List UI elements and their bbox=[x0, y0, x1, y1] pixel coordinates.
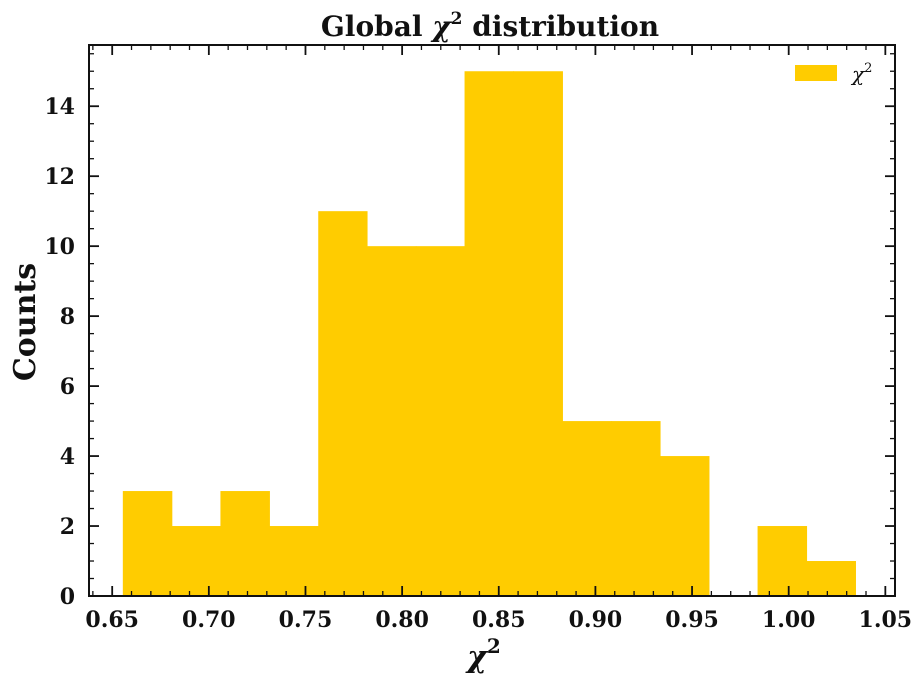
histogram-bar bbox=[220, 491, 270, 596]
x-tick-label: 0.80 bbox=[375, 607, 429, 633]
x-axis-title-symbol: χ bbox=[465, 640, 489, 675]
y-tick-label: 0 bbox=[60, 584, 75, 610]
histogram-bar bbox=[513, 71, 563, 597]
y-tick-label: 8 bbox=[60, 304, 75, 330]
legend-label-superscript: 2 bbox=[864, 61, 872, 76]
x-tick-label: 0.90 bbox=[569, 607, 623, 633]
histogram-bar bbox=[757, 526, 808, 596]
histogram-bar bbox=[171, 526, 222, 596]
y-tick-label: 10 bbox=[44, 234, 75, 260]
bars-group bbox=[122, 71, 856, 597]
histogram-bar bbox=[464, 71, 515, 597]
legend-label: χ2 bbox=[850, 61, 872, 86]
histogram-bar bbox=[659, 456, 710, 596]
legend: χ2 bbox=[795, 61, 872, 86]
chart-title-superscript: 2 bbox=[451, 9, 463, 29]
y-axis-title: Counts bbox=[8, 263, 43, 381]
y-tick-label: 14 bbox=[44, 94, 75, 120]
legend-label-symbol: χ bbox=[850, 62, 866, 86]
histogram-bar bbox=[611, 421, 661, 596]
x-axis-title: χ2 bbox=[465, 634, 501, 675]
histogram-bar bbox=[318, 211, 368, 597]
chart-title-math: χ bbox=[430, 10, 452, 43]
x-tick-label: 0.85 bbox=[472, 607, 526, 633]
histogram-bar bbox=[806, 561, 856, 596]
chart-title: Global χ2 distribution bbox=[321, 9, 659, 43]
legend-swatch bbox=[795, 65, 837, 81]
plot-frame bbox=[88, 44, 896, 597]
y-tick-labels: 0 2 4 6 8 10 12 14 bbox=[44, 94, 75, 610]
chart-title-text: Global bbox=[321, 10, 432, 43]
histogram-bar bbox=[122, 491, 173, 596]
x-tick-labels: 0.65 0.70 0.75 0.80 0.85 0.90 0.95 1.00 1.05 bbox=[85, 607, 912, 633]
x-tick-label: 0.65 bbox=[85, 607, 139, 633]
histogram-bar bbox=[415, 246, 466, 596]
chart-title-suffix: distribution bbox=[463, 10, 660, 43]
x-tick-label: 1.00 bbox=[762, 607, 816, 633]
y-tick-label: 2 bbox=[60, 514, 75, 540]
x-tick-label: 0.95 bbox=[665, 607, 719, 633]
y-tick-label: 4 bbox=[60, 444, 75, 470]
histogram-bar bbox=[269, 526, 319, 596]
y-tick-label: 6 bbox=[60, 374, 75, 400]
x-tick-label: 0.75 bbox=[279, 607, 333, 633]
histogram-bar bbox=[366, 246, 417, 596]
histogram-bar bbox=[562, 421, 612, 596]
y-tick-label: 12 bbox=[44, 164, 75, 190]
x-axis-title-superscript: 2 bbox=[487, 634, 501, 658]
x-tick-label: 0.70 bbox=[182, 607, 236, 633]
x-tick-label: 1.05 bbox=[859, 607, 913, 633]
